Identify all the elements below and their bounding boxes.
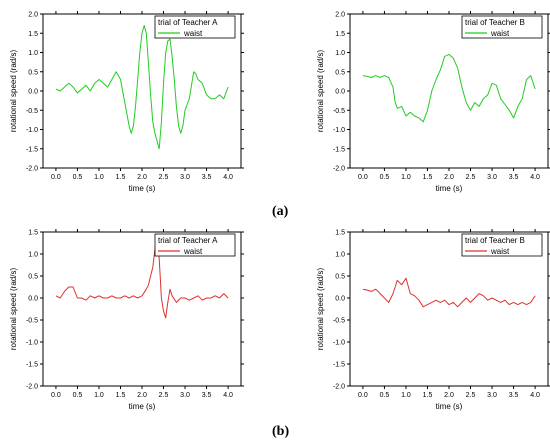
y-tick-label: -1.5 bbox=[26, 146, 38, 153]
y-axis-label: rotational speed (rad/s) bbox=[9, 268, 18, 351]
y-tick-label: -2.0 bbox=[333, 166, 345, 173]
x-tick-label: 0.5 bbox=[73, 392, 83, 399]
x-axis-label: time (s) bbox=[436, 402, 463, 411]
y-tick-label: -1.5 bbox=[333, 362, 345, 369]
x-tick-label: 2.5 bbox=[466, 392, 476, 399]
x-tick-label: 2.0 bbox=[444, 392, 454, 399]
x-tick-label: 3.0 bbox=[487, 174, 497, 181]
y-tick-label: 1.5 bbox=[28, 31, 38, 38]
x-tick-label: 1.5 bbox=[423, 174, 433, 181]
series-line-waist bbox=[55, 244, 229, 319]
chart-b-right: 0.0 0.5 1.0 1.5 2.0 2.5 3.0 3.5 4.0 1.5 1.0 0.5 0.0 -… bbox=[316, 229, 550, 411]
y-tick-label: 2.0 bbox=[28, 12, 38, 19]
x-tick-label: 3.0 bbox=[180, 174, 190, 181]
y-tick-label: 0.5 bbox=[28, 69, 38, 76]
y-tick-label: -1.0 bbox=[26, 340, 38, 347]
x-tick-label: 1.5 bbox=[423, 392, 433, 399]
x-tick-label: 3.5 bbox=[202, 174, 212, 181]
y-axis-label: rotational speed (rad/s) bbox=[316, 50, 325, 133]
x-tick-label: 0.5 bbox=[73, 174, 83, 181]
y-tick-label: -1.0 bbox=[333, 340, 345, 347]
y-tick-label: -1.0 bbox=[333, 127, 345, 134]
x-tick-label: 3.0 bbox=[487, 392, 497, 399]
caption-b: (b) bbox=[272, 424, 290, 439]
y-tick-label: -0.5 bbox=[26, 108, 38, 115]
x-tick-label: 1.5 bbox=[116, 392, 126, 399]
x-tick-label: 0.0 bbox=[358, 392, 368, 399]
x-tick-label: 1.0 bbox=[401, 392, 411, 399]
y-tick-label: 2.0 bbox=[335, 12, 345, 19]
y-tick-label: 0.0 bbox=[335, 89, 345, 96]
y-tick-label: 0.5 bbox=[335, 274, 345, 281]
x-tick-label: 0.5 bbox=[380, 392, 390, 399]
x-tick-label: 4.0 bbox=[223, 392, 233, 399]
x-tick-label: 2.0 bbox=[137, 392, 147, 399]
y-tick-label: -1.5 bbox=[26, 362, 38, 369]
y-tick-label: 1.0 bbox=[28, 252, 38, 259]
x-tick-label: 3.5 bbox=[202, 392, 212, 399]
y-tick-label: 0.5 bbox=[335, 69, 345, 76]
legend-entry: waist bbox=[490, 29, 510, 38]
chart-a-left: 0.0 0.5 1.0 1.5 2.0 2.5 3.0 3.5 4.0 2.0 1.5 1.0 0.5 0… bbox=[9, 11, 244, 193]
legend-entry: waist bbox=[183, 29, 203, 38]
legend-title: trial of Teacher B bbox=[465, 236, 525, 245]
x-tick-label: 1.0 bbox=[94, 174, 104, 181]
x-tick-label: 2.0 bbox=[137, 174, 147, 181]
x-tick-label: 4.0 bbox=[530, 392, 540, 399]
chart-a-right: 0.0 0.5 1.0 1.5 2.0 2.5 3.0 3.5 4.0 2.0 1.5 1.0 0.5 0… bbox=[316, 11, 550, 193]
y-tick-label: 0.0 bbox=[28, 89, 38, 96]
x-tick-label: 4.0 bbox=[530, 174, 540, 181]
legend-title: trial of Teacher B bbox=[465, 18, 525, 27]
x-axis-label: time (s) bbox=[129, 402, 156, 411]
series-line-waist bbox=[362, 53, 536, 123]
legend-title: trial of Teacher A bbox=[158, 18, 218, 27]
x-axis-label: time (s) bbox=[436, 184, 463, 193]
y-tick-label: 0.0 bbox=[335, 296, 345, 303]
y-tick-label: -2.0 bbox=[333, 384, 345, 391]
y-tick-label: -0.5 bbox=[333, 318, 345, 325]
series-line-waist bbox=[55, 25, 229, 150]
x-tick-label: 3.5 bbox=[509, 392, 519, 399]
y-tick-label: 1.5 bbox=[335, 230, 345, 237]
caption-a: (a) bbox=[272, 204, 289, 219]
y-tick-label: 1.5 bbox=[28, 230, 38, 237]
x-tick-label: 0.0 bbox=[358, 174, 368, 181]
y-tick-label: -0.5 bbox=[333, 108, 345, 115]
y-tick-label: 0.5 bbox=[28, 274, 38, 281]
y-tick-label: 1.0 bbox=[28, 50, 38, 57]
y-axis-label: rotational speed (rad/s) bbox=[9, 50, 18, 133]
legend-entry: waist bbox=[183, 247, 203, 256]
y-tick-label: -2.0 bbox=[26, 384, 38, 391]
x-tick-label: 2.5 bbox=[159, 392, 169, 399]
x-tick-label: 4.0 bbox=[223, 174, 233, 181]
y-tick-label: -2.0 bbox=[26, 166, 38, 173]
chart-b-left: 0.0 0.5 1.0 1.5 2.0 2.5 3.0 3.5 4.0 1.5 1.0 0.5 0.0 -… bbox=[9, 229, 244, 411]
y-tick-label: -1.0 bbox=[26, 127, 38, 134]
x-tick-label: 0.5 bbox=[380, 174, 390, 181]
x-tick-label: 2.5 bbox=[466, 174, 476, 181]
y-axis-label: rotational speed (rad/s) bbox=[316, 268, 325, 351]
x-tick-label: 3.0 bbox=[180, 392, 190, 399]
y-tick-label: 1.0 bbox=[335, 252, 345, 259]
y-tick-label: -0.5 bbox=[26, 318, 38, 325]
x-tick-label: 1.0 bbox=[94, 392, 104, 399]
x-tick-label: 2.0 bbox=[444, 174, 454, 181]
x-tick-label: 2.5 bbox=[159, 174, 169, 181]
legend-entry: waist bbox=[490, 247, 510, 256]
y-tick-label: 0.0 bbox=[28, 296, 38, 303]
x-tick-label: 0.0 bbox=[51, 174, 61, 181]
x-tick-label: 1.5 bbox=[116, 174, 126, 181]
series-line-waist bbox=[362, 277, 536, 308]
x-tick-label: 3.5 bbox=[509, 174, 519, 181]
legend-title: trial of Teacher A bbox=[158, 236, 218, 245]
x-tick-label: 0.0 bbox=[51, 392, 61, 399]
x-tick-label: 1.0 bbox=[401, 174, 411, 181]
y-tick-label: -1.5 bbox=[333, 146, 345, 153]
y-tick-label: 1.5 bbox=[335, 31, 345, 38]
y-tick-label: 1.0 bbox=[335, 50, 345, 57]
x-axis-label: time (s) bbox=[129, 184, 156, 193]
